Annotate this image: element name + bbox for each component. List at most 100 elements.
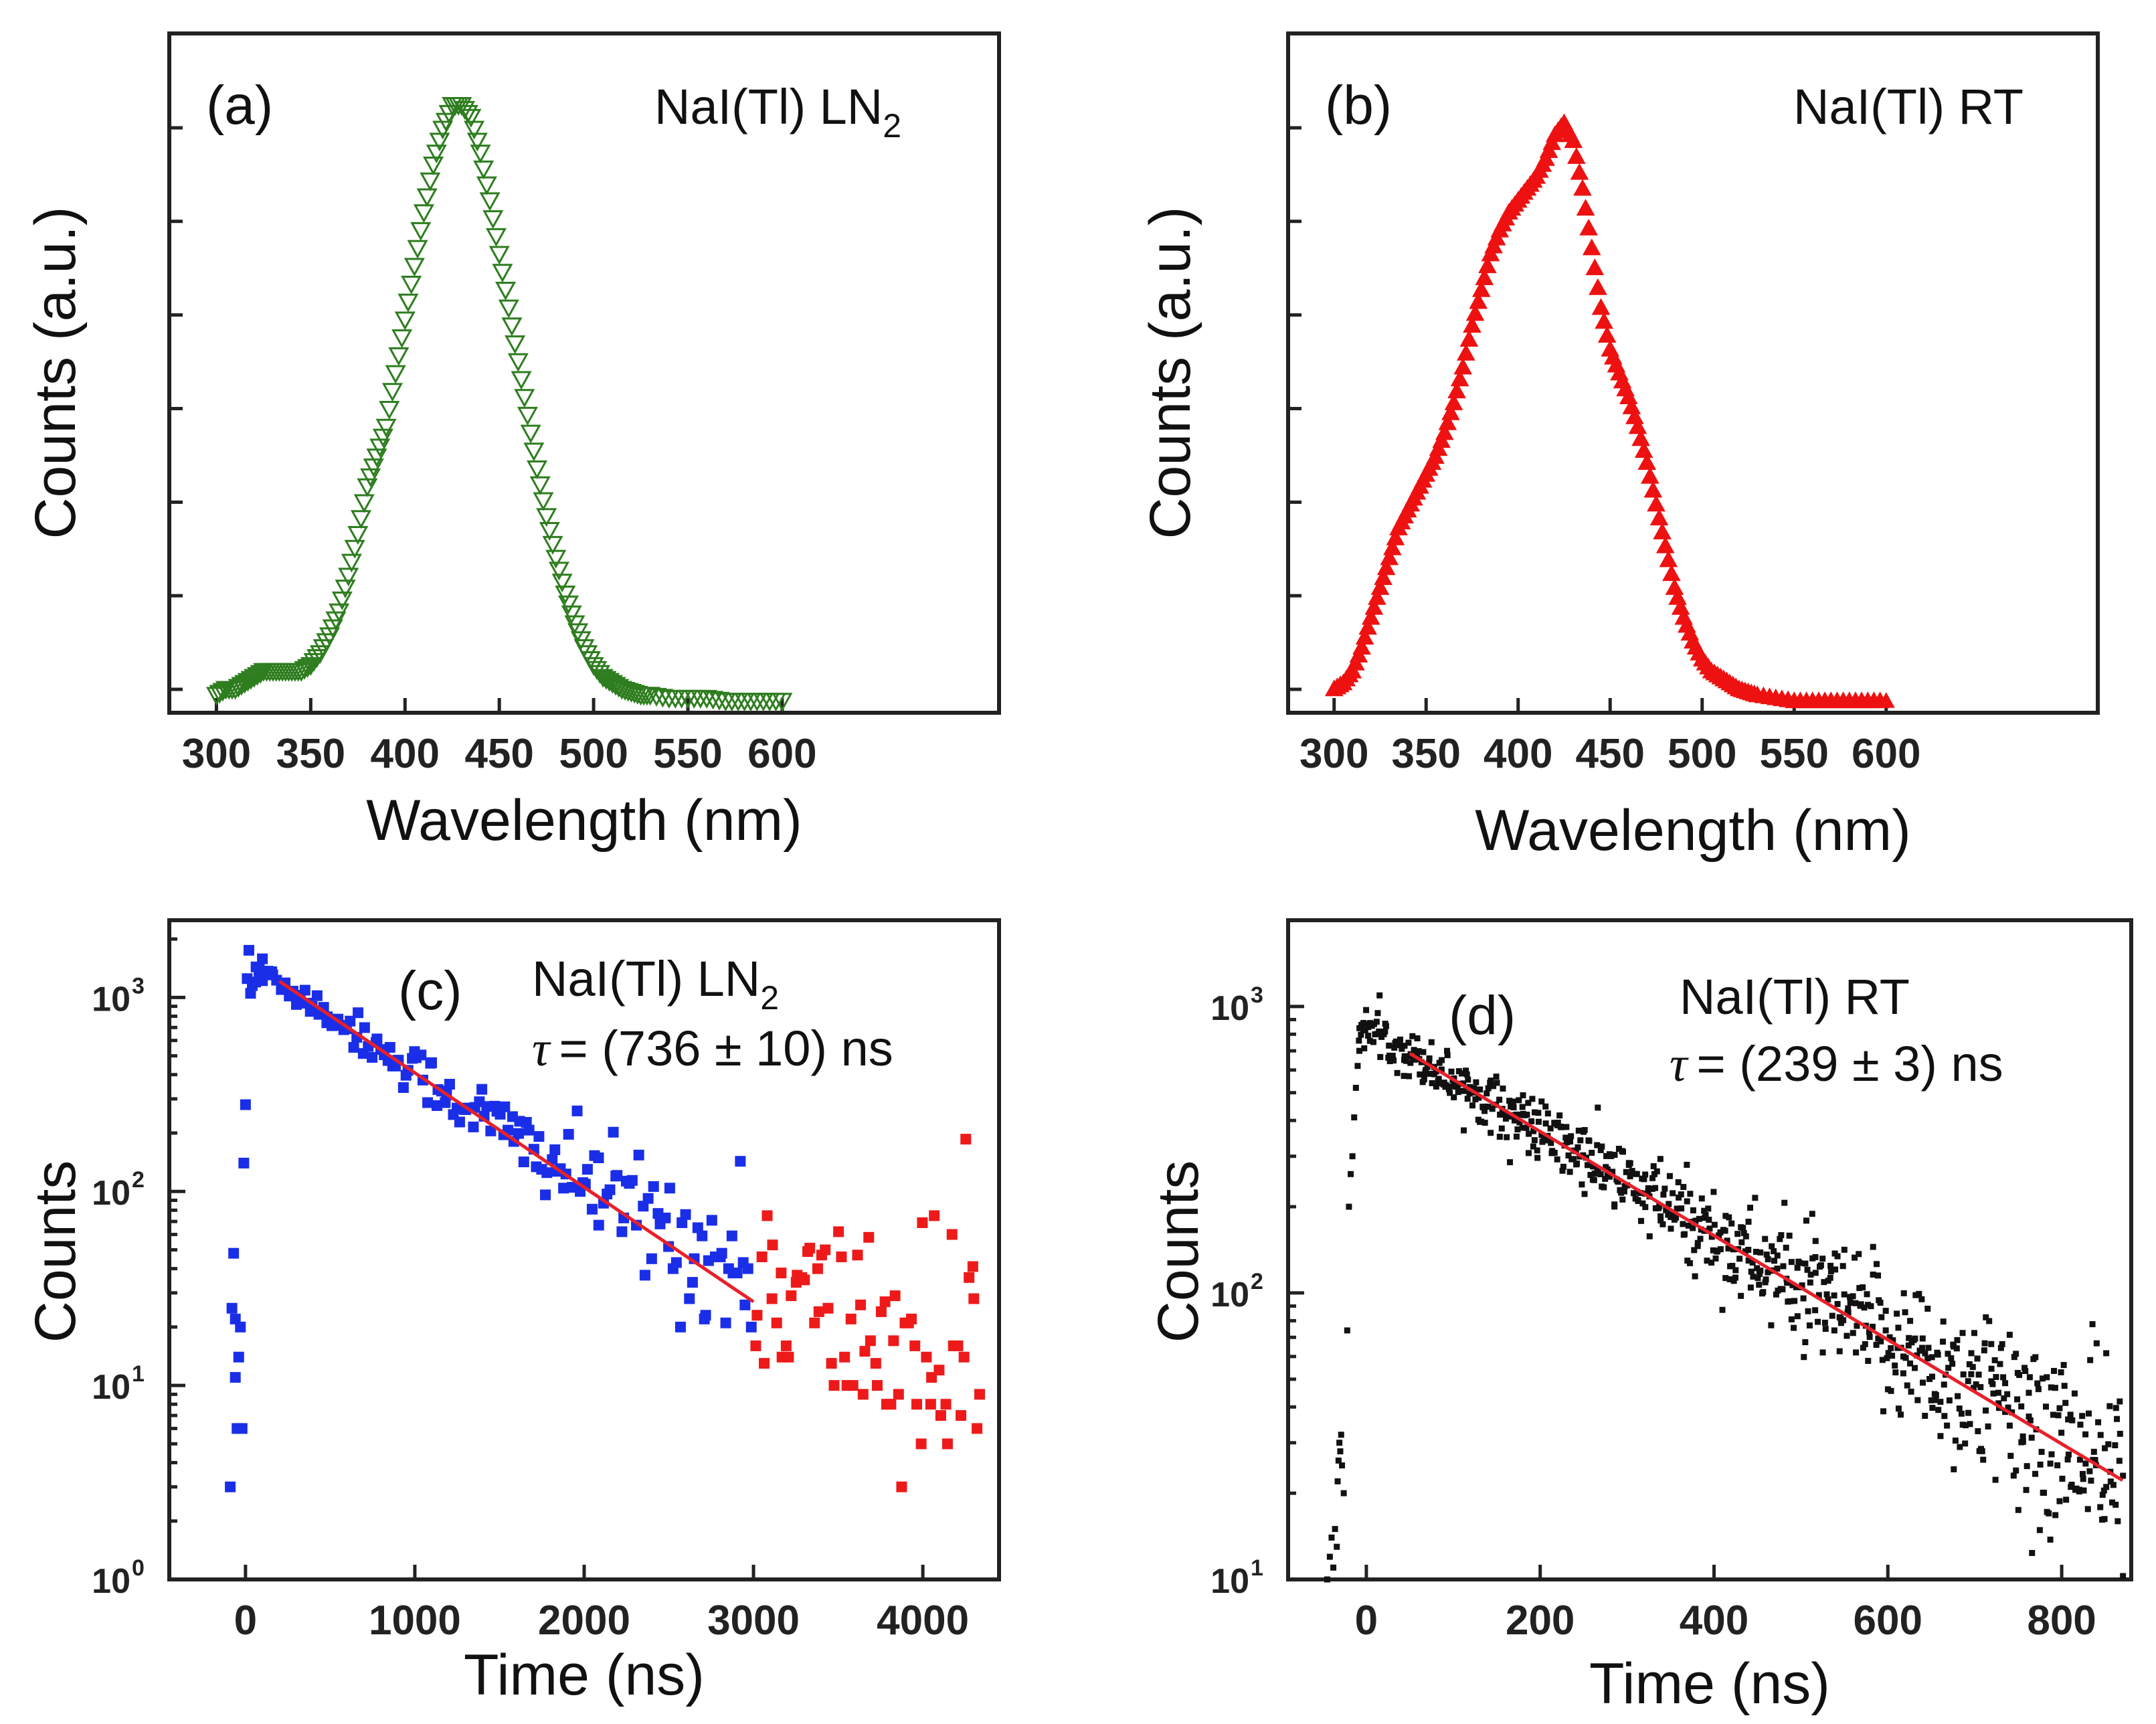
data-point	[2080, 1487, 2087, 1494]
data-point	[397, 293, 419, 313]
data-point	[410, 222, 432, 241]
data-point	[1823, 1291, 1830, 1298]
data-point	[250, 665, 271, 684]
data-point	[1892, 1362, 1898, 1369]
data-point	[1740, 1225, 1746, 1231]
data-point	[1827, 1268, 1834, 1275]
data-point	[1332, 1526, 1338, 1533]
data-point	[539, 522, 560, 541]
panel-d-label: (d)	[1449, 985, 1516, 1046]
data-point	[536, 508, 557, 527]
data-point	[1928, 1354, 1935, 1361]
data-point	[571, 1105, 583, 1116]
data-point	[1348, 1171, 1354, 1177]
data-point	[2069, 1417, 2076, 1424]
data-point	[1694, 1239, 1701, 1246]
data-point	[1460, 1080, 1467, 1087]
data-point	[1364, 598, 1384, 615]
data-point	[2113, 1405, 2119, 1411]
data-point	[1444, 1052, 1451, 1059]
data-point	[1374, 1010, 1381, 1017]
data-point	[1635, 1197, 1641, 1203]
data-point	[407, 240, 428, 259]
x-tick-label: 350	[1392, 731, 1461, 777]
data-point	[1967, 1421, 1973, 1428]
panel-a: 300 350 400 450 500 550 600 (a) NaI(Tl) LN2 Wa…	[23, 31, 1001, 853]
panel-c-tau: τ = (736 ± 10) ns	[532, 1021, 893, 1077]
data-point	[2006, 1422, 2013, 1429]
data-point	[1597, 1147, 1604, 1154]
data-point	[1482, 1103, 1489, 1110]
data-point	[1466, 1090, 1473, 1097]
data-point	[1866, 1328, 1872, 1335]
data-point	[799, 1274, 810, 1286]
data-point	[2084, 1506, 2091, 1513]
data-point	[1459, 330, 1479, 347]
data-point	[2016, 1371, 2023, 1378]
data-point	[344, 539, 365, 559]
data-point	[429, 133, 450, 152]
panel-b-y-ticks	[1288, 126, 1301, 691]
data-point	[1386, 1042, 1393, 1049]
data-point	[1638, 1217, 1645, 1224]
data-point	[1666, 1173, 1673, 1179]
data-point	[347, 525, 369, 545]
data-point	[1339, 1462, 1346, 1469]
data-point	[687, 1277, 698, 1288]
data-point	[1795, 1258, 1802, 1265]
data-point	[416, 1049, 427, 1061]
data-point	[1619, 1196, 1626, 1203]
x-tick-label: 550	[1760, 731, 1829, 777]
panel-d-series	[1324, 992, 2127, 1583]
data-point	[1554, 1156, 1560, 1162]
data-point	[1781, 1199, 1788, 1206]
data-point	[1900, 1370, 1906, 1377]
data-point	[1944, 1422, 1951, 1429]
data-point	[2093, 1340, 2100, 1347]
data-point	[1409, 1033, 1416, 1039]
data-point	[1415, 1048, 1422, 1055]
data-point	[476, 176, 497, 195]
data-point	[1821, 1319, 1828, 1326]
data-point	[2015, 1506, 2022, 1513]
data-point	[1716, 1232, 1722, 1239]
data-point	[2082, 1431, 2089, 1438]
data-point	[482, 210, 504, 230]
data-point	[2113, 1501, 2119, 1508]
data-point	[906, 1313, 917, 1324]
data-point	[1609, 1169, 1616, 1175]
y-tick-exponent: 2	[1251, 1269, 1263, 1294]
data-point	[1595, 1104, 1601, 1111]
data-point	[1336, 1440, 1343, 1446]
data-point	[1860, 1345, 1866, 1351]
data-point	[1556, 1112, 1563, 1119]
data-point	[1645, 1185, 1651, 1191]
data-point	[1516, 1119, 1523, 1126]
data-point	[1924, 1305, 1931, 1312]
data-point	[1783, 1244, 1789, 1251]
data-point	[1656, 1203, 1663, 1209]
data-point	[1485, 1085, 1492, 1092]
data-point	[476, 1084, 488, 1095]
data-point	[2107, 1478, 2114, 1485]
data-point	[1366, 1037, 1373, 1044]
data-point	[1564, 131, 1583, 149]
data-point	[1752, 1195, 1759, 1201]
data-point	[566, 1182, 577, 1193]
data-point	[2092, 1456, 2098, 1463]
data-point	[1827, 1262, 1834, 1269]
data-point	[466, 133, 488, 152]
data-point	[1819, 1349, 1826, 1356]
data-point	[633, 1149, 644, 1160]
data-point	[1919, 1379, 1926, 1386]
data-point	[1510, 1098, 1516, 1105]
data-point	[2056, 1498, 2063, 1504]
data-point	[1351, 1114, 1358, 1121]
data-point	[616, 1226, 628, 1237]
data-point	[956, 1410, 967, 1421]
data-point	[1486, 1104, 1492, 1110]
data-point	[1631, 1190, 1637, 1197]
data-point	[1952, 1437, 1959, 1444]
panel-d-tau: τ = (239 ± 3) ns	[1670, 1036, 2003, 1092]
